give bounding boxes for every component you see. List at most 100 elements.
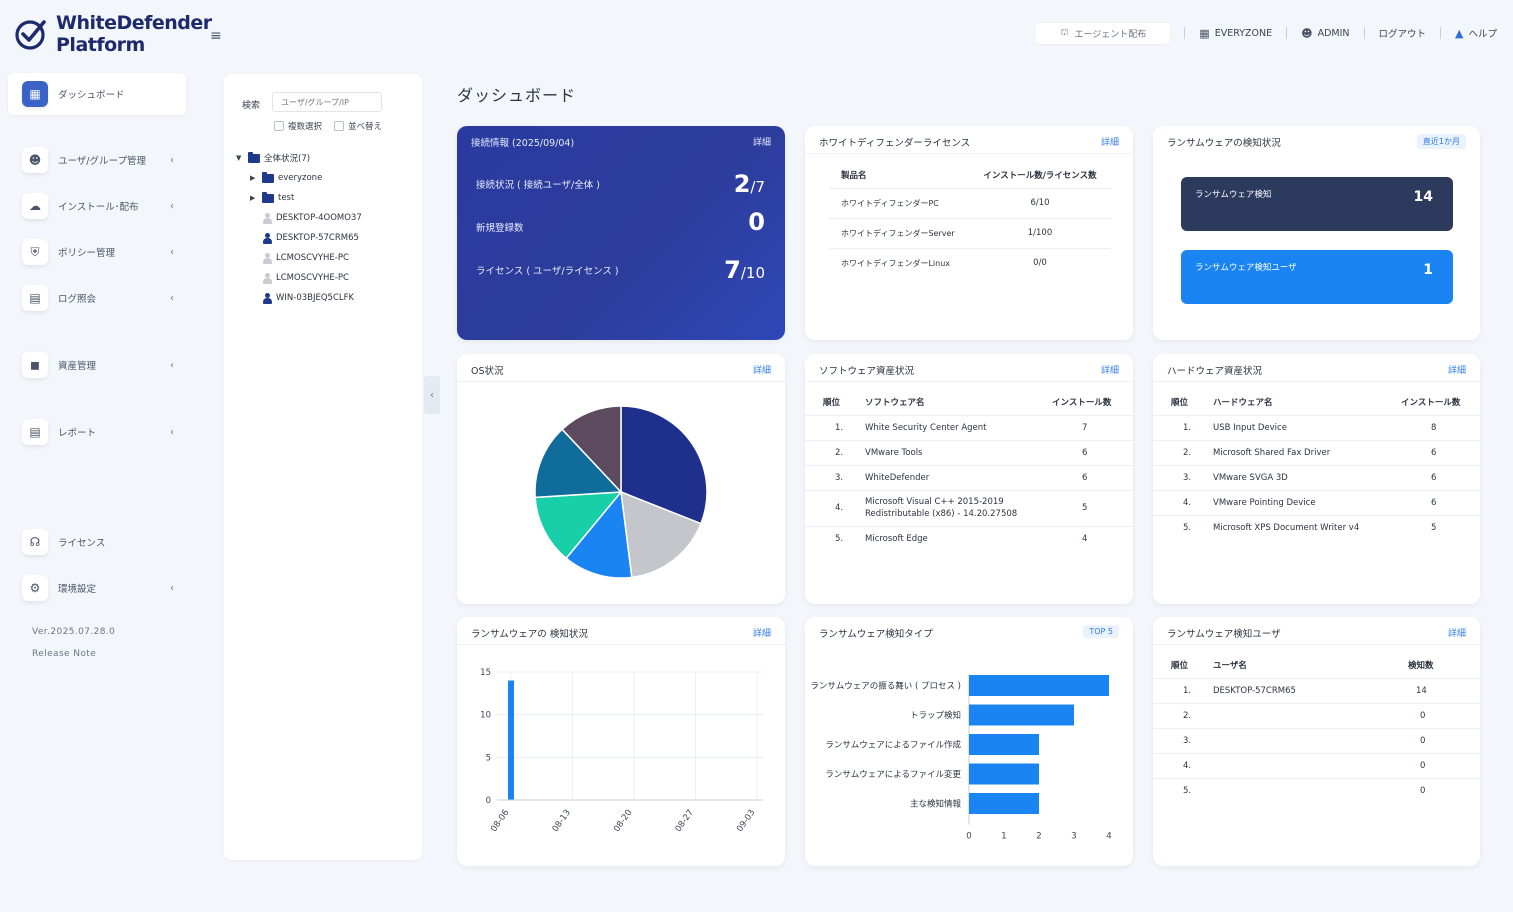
cell-product: ホワイトディフェンダーServer <box>829 218 969 249</box>
sort-option[interactable]: 並べ替え <box>334 120 382 132</box>
category-label: ランサムウェアの振る舞い ( プロセス ) <box>810 681 961 692</box>
help-label: ヘルプ <box>1468 29 1497 40</box>
detail-link[interactable]: 詳細 <box>752 366 771 376</box>
hardware-card: ハードウェア資産状況 詳細 順位 ハードウェア名 インストール数 1. USB I… <box>1153 354 1480 604</box>
cell-count: 4 <box>1082 533 1088 544</box>
caret-down-icon[interactable]: ▼ <box>236 154 242 162</box>
ransomware-user-box[interactable]: ランサムウェア検知ユーザ 1 <box>1181 250 1453 304</box>
user-online-icon <box>262 232 272 244</box>
bar[interactable] <box>969 675 1109 696</box>
user-offline-icon <box>262 212 272 224</box>
nav-divider <box>1440 27 1442 39</box>
new-registration-label: 新規登録数 <box>476 223 524 234</box>
collapse-panel-button[interactable]: ‹ <box>424 376 440 414</box>
logout-button[interactable]: ログアウト <box>1379 26 1427 40</box>
pie-slice[interactable] <box>620 490 702 579</box>
sidebar-item-label: ポリシー管理 <box>58 248 116 259</box>
detail-link[interactable]: 詳細 <box>752 629 771 639</box>
bar[interactable] <box>969 734 1039 755</box>
sidebar-item-report[interactable]: ▤ レポート ‹ <box>8 411 186 453</box>
ransomware-detection-box[interactable]: ランサムウェア検知 14 <box>1181 177 1453 231</box>
y-tick-label: 5 <box>486 753 491 763</box>
tree-user[interactable]: DESKTOP-57CRM65 <box>262 231 359 245</box>
col-rank: 順位 <box>805 389 865 416</box>
agent-distribute-button[interactable]: ⛫ エージェント配布 <box>1036 22 1171 44</box>
col-rank: 順位 <box>1153 652 1213 679</box>
zone-button[interactable]: ▦ EVERYZONE <box>1199 27 1272 40</box>
logo[interactable]: WhiteDefender Platform <box>14 12 212 56</box>
sidebar-item-label: インストール･配布 <box>58 202 139 213</box>
cell-rank: 4. <box>1153 753 1213 779</box>
help-button[interactable]: ▲ ヘルプ <box>1455 26 1497 41</box>
license-usage-label: ライセンス ( ユーザ/ライセンス ) <box>476 266 619 277</box>
cell-name <box>1213 703 1408 729</box>
agent-distribute-label: エージェント配布 <box>1074 29 1147 40</box>
pie-slice[interactable] <box>534 428 623 499</box>
col-name: ユーザ名 <box>1213 652 1408 679</box>
menu-toggle-icon[interactable]: ≡ <box>210 28 222 44</box>
table-row: 2. VMware Tools 6 <box>805 440 1133 466</box>
value-main: 2 <box>733 170 751 198</box>
user-button[interactable]: ☻ ADMIN <box>1301 27 1349 40</box>
bar[interactable] <box>969 763 1039 785</box>
sidebar-item-assets[interactable]: ◼ 資産管理 ‹ <box>8 344 186 386</box>
multi-select-option[interactable]: 複数選択 <box>274 120 322 132</box>
search-input[interactable] <box>272 92 382 112</box>
tree-user[interactable]: LCMOSCVYHE-PC <box>262 251 349 265</box>
connection-card: 接続情報 (2025/09/04) 詳細 接続状況 ( 接続ユーザ/全体 ) 2… <box>457 126 785 340</box>
sort-checkbox[interactable] <box>334 121 345 131</box>
card-title: ハードウェア資産状況 <box>1167 366 1263 377</box>
sidebar-item-install[interactable]: ☁ インストール･配布 ‹ <box>8 185 186 227</box>
tree-user[interactable]: LCMOSCVYHE-PC <box>262 271 349 285</box>
tree-user[interactable]: WIN-03BJEQ5CLFK <box>262 291 354 305</box>
cell-name <box>1213 728 1408 754</box>
bar[interactable] <box>969 793 1039 814</box>
cell-count: 5 <box>1040 490 1133 527</box>
detail-link[interactable]: 詳細 <box>1100 366 1119 376</box>
sidebar-item-policy[interactable]: ⛨ ポリシー管理 ‹ <box>8 231 186 273</box>
tree-user[interactable]: DESKTOP-4OOMO37 <box>262 211 362 225</box>
tree-group[interactable]: ▶ test <box>250 191 294 205</box>
pie-slice[interactable] <box>561 405 622 494</box>
chevron-left-icon: ‹ <box>170 582 174 594</box>
version-text: Ver.2025.07.28.0 <box>32 627 116 637</box>
cell-name: Microsoft Visual C++ 2015-2019 Redistrib… <box>865 490 1040 527</box>
pie-slice[interactable] <box>534 491 623 560</box>
tree-group[interactable]: ▶ everyzone <box>250 171 322 185</box>
card-header <box>457 354 785 382</box>
multi-select-checkbox[interactable] <box>274 121 284 131</box>
sidebar-item-label: 環境設定 <box>58 584 97 595</box>
cell-value: 0/0 <box>1033 258 1047 269</box>
tree-options: 複数選択 並べ替え <box>274 120 382 132</box>
caret-right-icon[interactable]: ▶ <box>250 174 256 182</box>
tree-root[interactable]: ▼ 全体状況(7) <box>236 151 310 165</box>
pie-slice[interactable] <box>565 490 633 579</box>
sidebar-item-label: レポート <box>58 428 97 439</box>
x-tick-label: 08-13 <box>551 808 573 834</box>
sidebar-item-dashboard[interactable]: ▦ ダッシュボード <box>8 73 186 115</box>
col-install: インストール数/ライセンス数 <box>969 162 1111 189</box>
sidebar-item-users[interactable]: ☻ ユーザ/グループ管理 ‹ <box>8 139 186 181</box>
table-header: 順位 ソフトウェア名 インストール数 <box>805 389 1133 416</box>
bar[interactable] <box>969 704 1074 726</box>
cell-count: 0 <box>1408 728 1480 754</box>
category-label: ランサムウェアによるファイル変更 <box>825 769 961 780</box>
detail-link[interactable]: 詳細 <box>1447 366 1466 376</box>
ransomware-time-chart: 0 5 10 15 08-06 08-13 08-20 08-27 09-03 <box>480 668 763 834</box>
period-badge: 直近1か月 <box>1416 134 1466 149</box>
sidebar-item-settings[interactable]: ⚙ 環境設定 ‹ <box>8 567 186 609</box>
cell-name: Microsoft Edge <box>865 533 928 544</box>
connection-status-value: 2/7 <box>734 170 765 198</box>
pie-slice[interactable] <box>620 405 708 525</box>
sidebar-item-license[interactable]: ☊ ライセンス <box>8 521 186 563</box>
logo-line1: WhiteDefender <box>56 12 212 34</box>
release-note-link[interactable]: Release Note <box>32 649 97 659</box>
detail-link[interactable]: 詳細 <box>1447 629 1466 639</box>
detail-link[interactable]: 詳細 <box>752 138 771 148</box>
cell-count: 7 <box>1040 415 1133 441</box>
detail-link[interactable]: 詳細 <box>1100 138 1119 148</box>
graduation-cap-icon: ▲ <box>1455 26 1464 40</box>
bar[interactable] <box>508 680 514 800</box>
sidebar-item-logs[interactable]: ▤ ログ照会 ‹ <box>8 277 186 319</box>
caret-right-icon[interactable]: ▶ <box>250 194 256 202</box>
